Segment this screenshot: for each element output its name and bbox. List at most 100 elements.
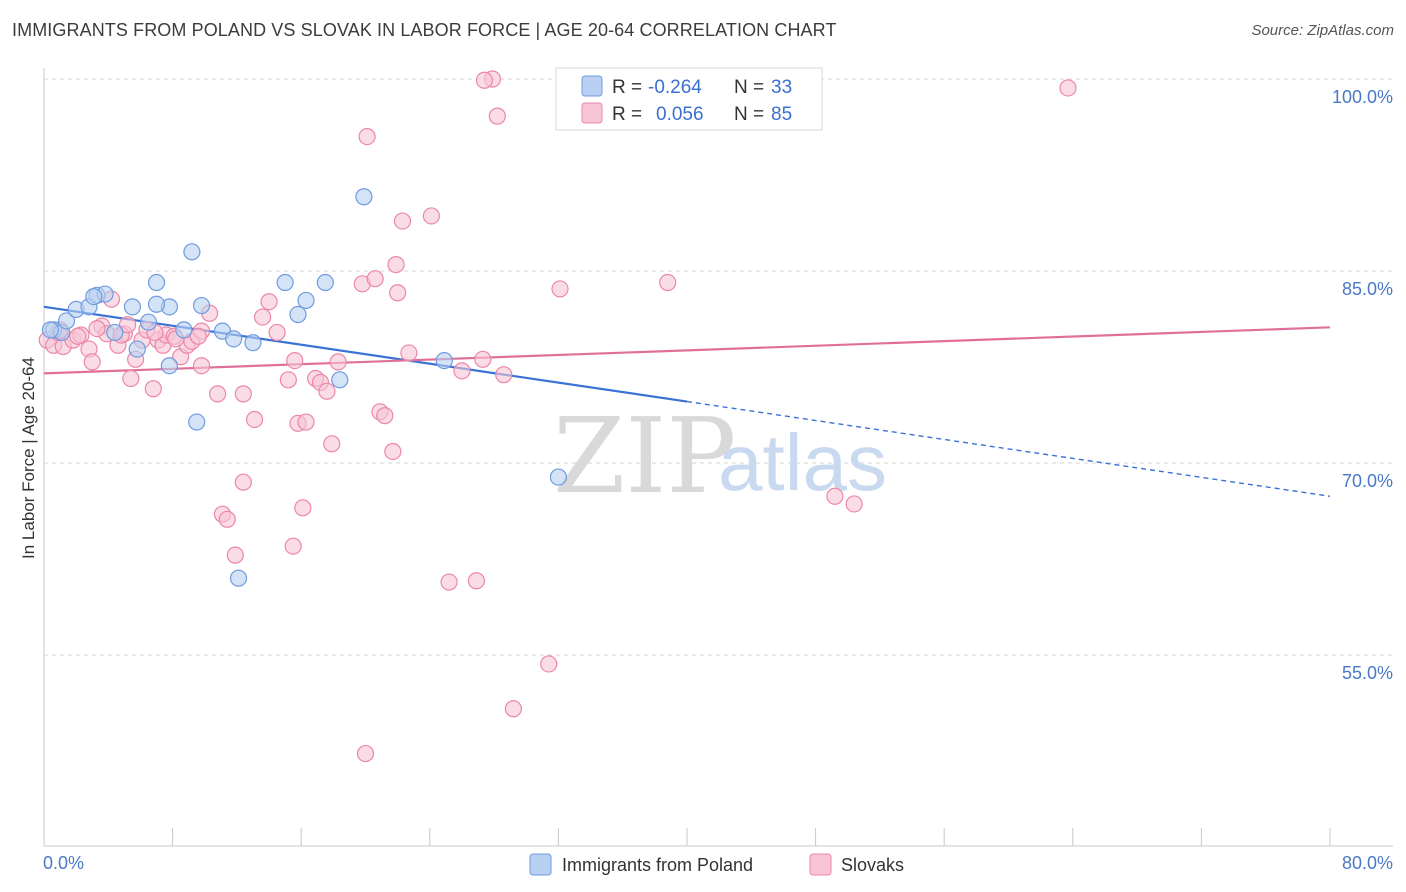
slovaks-point [318,382,336,400]
slovaks-point [284,537,302,555]
slovaks-point [453,362,471,380]
slovaks-point [422,207,441,225]
slovaks-point [254,308,272,326]
series-legend: Immigrants from Poland Slovaks [529,853,904,876]
slovaks-point [440,573,458,591]
slovaks-point [234,385,252,403]
axes [43,68,1393,847]
poland-point [41,321,60,339]
slovaks-point [294,499,312,517]
y-tick-label-55: 55.0% [1342,663,1393,683]
slovaks-point [297,413,315,431]
series-slovaks-points [38,70,1077,763]
poland-point [128,340,146,358]
poland-point [297,291,315,310]
poland-point [106,323,124,342]
bottom-legend-label-slovaks: Slovaks [841,855,904,875]
slovaks-point [551,280,569,298]
slovaks-point [88,320,106,338]
legend-r-value-poland: -0.264 [648,77,702,98]
trend-line-poland-extrapolated [686,400,1331,497]
slovaks-point [218,510,236,528]
trend-line-slovaks [43,326,1331,375]
slovaks-point [83,353,101,371]
legend-r-label-slovaks: R = [612,104,642,125]
poland-point [85,288,103,306]
legend-r-label-poland: R = [612,77,642,98]
poland-point [331,371,349,389]
slovaks-point [192,357,211,375]
watermark-zip: ZIP [553,395,736,517]
poland-point [435,352,453,370]
y-tick-label-100: 100.0% [1332,87,1393,107]
slovaks-point [144,380,162,398]
slovaks-point [393,212,412,230]
slovaks-point [245,410,264,429]
watermark-atlas: atlas [718,418,887,507]
slovaks-point [118,316,137,334]
slovaks-point [260,293,278,311]
legend-n-label-poland: N = [734,77,764,98]
poland-point [289,305,307,324]
legend-swatch-poland [581,75,603,97]
poland-point [175,321,193,339]
slovaks-point [286,352,304,370]
slovaks-point [366,270,384,288]
slovaks-point [488,107,506,125]
legend-n-value-slovaks: 85 [771,104,792,125]
slovaks-point [467,572,486,590]
poland-point [192,296,211,315]
poland-point [355,188,373,206]
slovaks-point [323,435,341,453]
bottom-legend-label-poland: Immigrants from Poland [562,855,753,875]
slovaks-point [384,442,402,461]
correlation-legend: R = -0.264 N = 33 R = 0.056 N = 85 [555,67,823,131]
chart-source: Source: ZipAtlas.com [1251,22,1394,39]
slovaks-point [356,744,375,763]
slovaks-point [845,495,863,513]
slovaks-point [279,371,297,389]
poland-point [229,569,248,587]
slovaks-point [475,71,494,89]
slovaks-point [387,256,405,274]
poland-point [225,330,243,348]
poland-point [147,295,166,313]
poland-point [57,312,76,330]
slovaks-point [540,655,558,673]
watermark: ZIP atlas [553,395,887,517]
legend-r-value-slovaks: 0.056 [656,104,704,125]
slovaks-point [122,369,140,388]
poland-point [160,357,178,375]
x-tick-label-max: 80.0% [1342,853,1393,873]
bottom-legend-swatch-slovaks [809,853,832,876]
y-tick-labels: 55.0% 70.0% 85.0% 100.0% [1332,87,1393,683]
slovaks-point [495,366,513,384]
slovaks-point [226,546,244,564]
slovaks-point [659,273,677,292]
poland-point [183,243,201,261]
slovaks-point [400,344,418,362]
slovaks-point [1059,79,1077,97]
slovaks-point [329,353,347,371]
y-axis-label: In Labor Force | Age 20-64 [19,357,38,559]
slovaks-point [189,327,207,345]
x-tick-label-min: 0.0% [43,853,84,873]
poland-point [139,313,158,331]
slovaks-point [234,473,252,491]
y-tick-label-70: 70.0% [1342,471,1393,491]
legend-n-value-poland: 33 [771,77,792,98]
poland-point [316,273,334,292]
slovaks-point [474,350,492,368]
y-tick-label-85: 85.0% [1342,279,1393,299]
poland-point [276,273,294,292]
poland-point [244,334,262,352]
poland-point [549,468,568,486]
chart-title: IMMIGRANTS FROM POLAND VS SLOVAK IN LABO… [12,20,837,40]
slovaks-point [69,327,87,345]
series-poland-points [41,188,568,587]
slovaks-point [358,128,376,146]
poland-point [147,273,166,292]
slovaks-point [376,407,394,425]
poland-point [123,298,142,316]
